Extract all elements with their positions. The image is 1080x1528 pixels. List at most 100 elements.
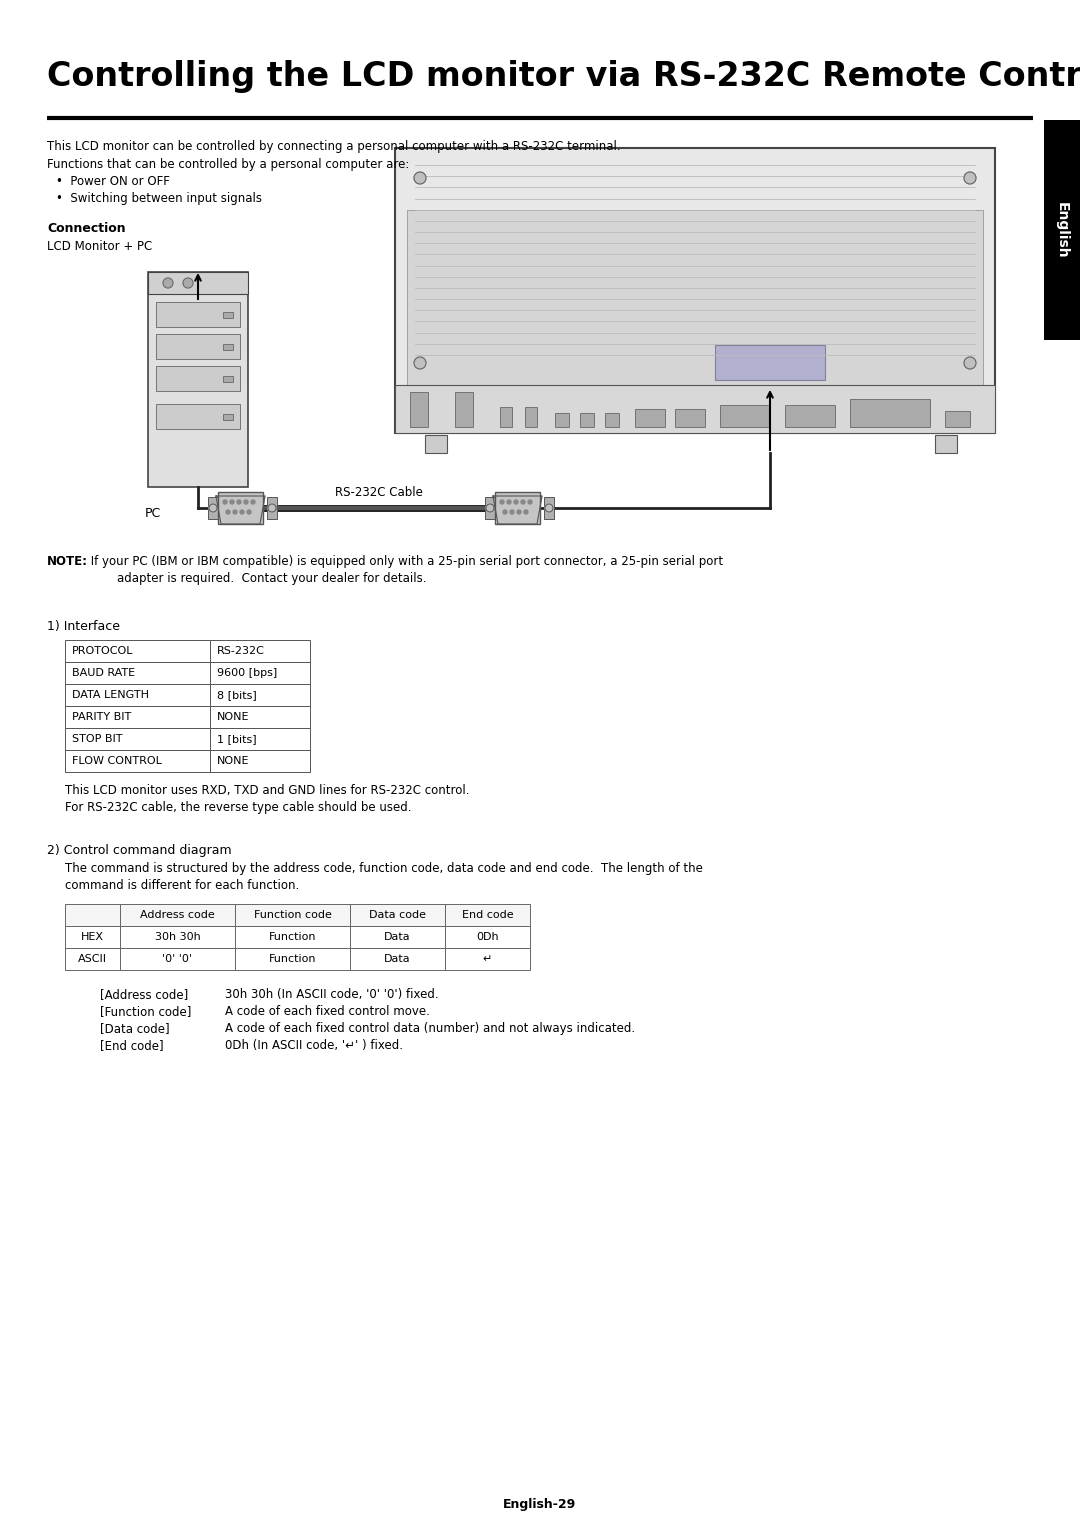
FancyBboxPatch shape — [715, 345, 825, 380]
FancyBboxPatch shape — [65, 727, 210, 750]
FancyBboxPatch shape — [267, 497, 276, 520]
FancyBboxPatch shape — [525, 406, 537, 426]
Text: NONE: NONE — [217, 712, 249, 723]
Circle shape — [503, 510, 507, 513]
FancyBboxPatch shape — [235, 905, 350, 926]
Text: 2) Control command diagram: 2) Control command diagram — [48, 843, 231, 857]
Polygon shape — [216, 497, 265, 524]
FancyBboxPatch shape — [445, 926, 530, 947]
Text: BAUD RATE: BAUD RATE — [72, 668, 135, 678]
FancyBboxPatch shape — [210, 706, 310, 727]
FancyBboxPatch shape — [945, 411, 970, 426]
Text: Function: Function — [269, 932, 316, 941]
Text: STOP BIT: STOP BIT — [72, 733, 122, 744]
Text: This LCD monitor can be controlled by connecting a personal computer with a RS-2: This LCD monitor can be controlled by co… — [48, 141, 621, 153]
Text: [Function code]: [Function code] — [100, 1005, 191, 1018]
FancyBboxPatch shape — [222, 414, 233, 420]
FancyBboxPatch shape — [495, 492, 540, 524]
Text: NOTE:: NOTE: — [48, 555, 87, 568]
FancyBboxPatch shape — [445, 905, 530, 926]
Text: '0' '0': '0' '0' — [162, 953, 192, 964]
Text: ASCII: ASCII — [78, 953, 107, 964]
Circle shape — [183, 278, 193, 287]
FancyBboxPatch shape — [445, 947, 530, 970]
FancyBboxPatch shape — [455, 393, 473, 426]
FancyBboxPatch shape — [675, 410, 705, 426]
Text: A code of each fixed control data (number) and not always indicated.: A code of each fixed control data (numbe… — [225, 1022, 635, 1034]
FancyBboxPatch shape — [850, 399, 930, 426]
FancyBboxPatch shape — [580, 413, 594, 426]
Circle shape — [486, 504, 494, 512]
Text: [End code]: [End code] — [100, 1039, 164, 1051]
Text: 0Dh (In ASCII code, '↵' ) fixed.: 0Dh (In ASCII code, '↵' ) fixed. — [225, 1039, 403, 1051]
Circle shape — [233, 510, 237, 513]
Text: English: English — [1055, 202, 1069, 258]
FancyBboxPatch shape — [500, 406, 512, 426]
FancyBboxPatch shape — [407, 209, 983, 422]
Circle shape — [500, 500, 504, 504]
Text: •  Power ON or OFF: • Power ON or OFF — [56, 176, 170, 188]
FancyBboxPatch shape — [208, 497, 218, 520]
FancyBboxPatch shape — [65, 750, 210, 772]
Text: English-29: English-29 — [503, 1497, 577, 1511]
FancyBboxPatch shape — [148, 272, 248, 487]
FancyBboxPatch shape — [350, 905, 445, 926]
FancyBboxPatch shape — [1044, 121, 1080, 341]
FancyBboxPatch shape — [65, 926, 120, 947]
Circle shape — [237, 500, 241, 504]
FancyBboxPatch shape — [65, 662, 210, 685]
Circle shape — [517, 510, 521, 513]
FancyBboxPatch shape — [120, 947, 235, 970]
Text: LCD Monitor + PC: LCD Monitor + PC — [48, 240, 152, 254]
Text: 1 [bits]: 1 [bits] — [217, 733, 257, 744]
Text: FLOW CONTROL: FLOW CONTROL — [72, 756, 162, 766]
Circle shape — [524, 510, 528, 513]
FancyBboxPatch shape — [218, 492, 264, 524]
FancyBboxPatch shape — [350, 926, 445, 947]
Text: Data: Data — [384, 932, 410, 941]
FancyBboxPatch shape — [785, 405, 835, 426]
FancyBboxPatch shape — [410, 393, 428, 426]
Text: HEX: HEX — [81, 932, 104, 941]
FancyBboxPatch shape — [395, 385, 995, 432]
FancyBboxPatch shape — [156, 335, 240, 359]
FancyBboxPatch shape — [210, 662, 310, 685]
Polygon shape — [492, 497, 542, 524]
Text: End code: End code — [461, 911, 513, 920]
Circle shape — [226, 510, 230, 513]
Text: For RS-232C cable, the reverse type cable should be used.: For RS-232C cable, the reverse type cabl… — [65, 801, 411, 814]
FancyBboxPatch shape — [485, 497, 495, 520]
Text: PROTOCOL: PROTOCOL — [72, 646, 134, 656]
Text: 9600 [bps]: 9600 [bps] — [217, 668, 278, 678]
FancyBboxPatch shape — [635, 410, 665, 426]
Text: Functions that can be controlled by a personal computer are:: Functions that can be controlled by a pe… — [48, 157, 409, 171]
Text: Function: Function — [269, 953, 316, 964]
Text: If your PC (IBM or IBM compatible) is equipped only with a 25-pin serial port co: If your PC (IBM or IBM compatible) is eq… — [87, 555, 724, 568]
FancyBboxPatch shape — [65, 706, 210, 727]
FancyBboxPatch shape — [156, 303, 240, 327]
Circle shape — [510, 510, 514, 513]
FancyBboxPatch shape — [544, 497, 554, 520]
Text: [Data code]: [Data code] — [100, 1022, 170, 1034]
Circle shape — [163, 278, 173, 287]
Text: DATA LENGTH: DATA LENGTH — [72, 691, 149, 700]
FancyBboxPatch shape — [120, 926, 235, 947]
Text: Function code: Function code — [254, 911, 332, 920]
FancyBboxPatch shape — [222, 376, 233, 382]
Circle shape — [414, 173, 426, 183]
FancyBboxPatch shape — [65, 685, 210, 706]
Text: This LCD monitor uses RXD, TXD and GND lines for RS-232C control.: This LCD monitor uses RXD, TXD and GND l… — [65, 784, 470, 798]
FancyBboxPatch shape — [222, 312, 233, 318]
FancyBboxPatch shape — [935, 435, 957, 452]
Circle shape — [528, 500, 532, 504]
FancyBboxPatch shape — [210, 640, 310, 662]
Text: Address code: Address code — [140, 911, 215, 920]
FancyBboxPatch shape — [65, 905, 120, 926]
FancyBboxPatch shape — [210, 685, 310, 706]
Text: The command is structured by the address code, function code, data code and end : The command is structured by the address… — [65, 862, 703, 876]
Text: 1) Interface: 1) Interface — [48, 620, 120, 633]
FancyBboxPatch shape — [350, 947, 445, 970]
Text: •  Switching between input signals: • Switching between input signals — [56, 193, 262, 205]
Text: Data: Data — [384, 953, 410, 964]
Text: [Address code]: [Address code] — [100, 989, 188, 1001]
